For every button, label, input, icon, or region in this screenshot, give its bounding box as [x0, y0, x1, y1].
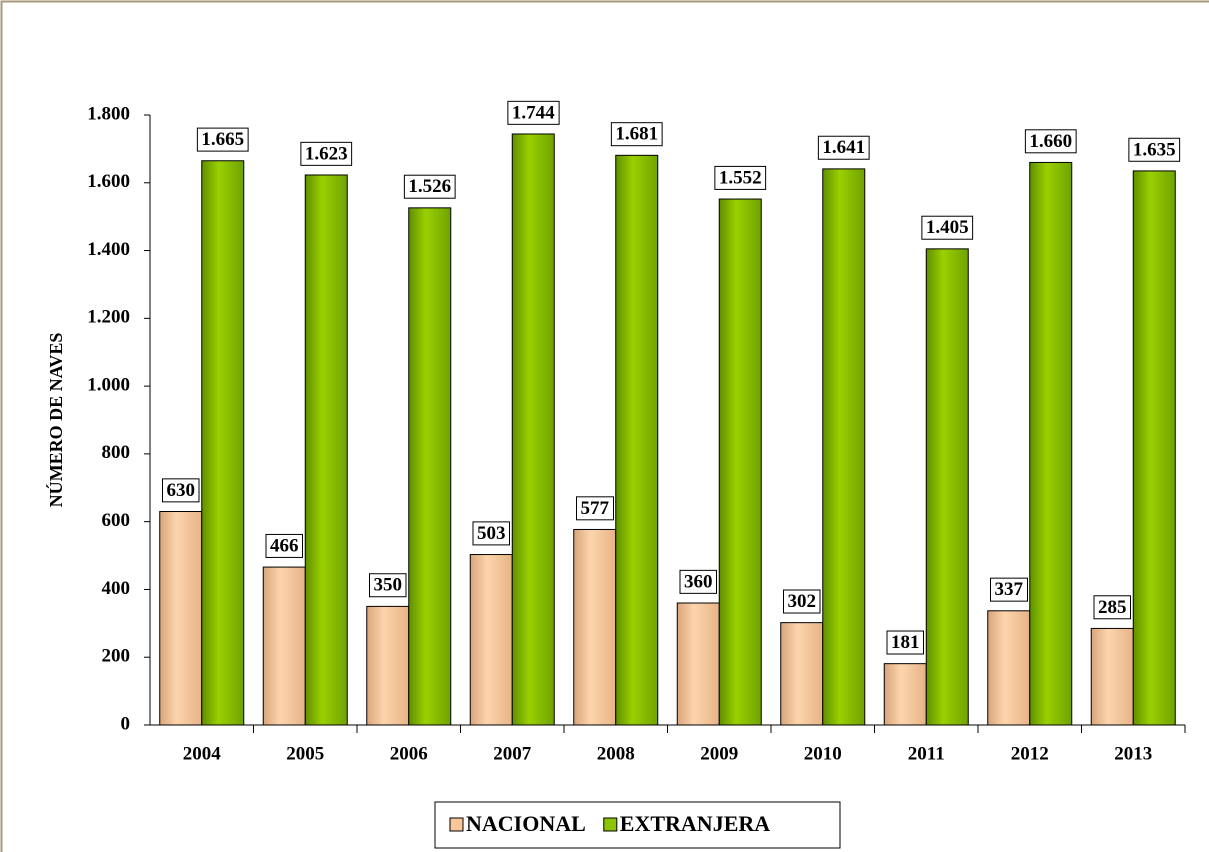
bar	[1132, 170, 1176, 726]
label-box	[162, 478, 200, 503]
legend-label: NACIONAL	[466, 811, 586, 836]
label-box	[1128, 137, 1181, 162]
bar	[883, 663, 927, 726]
x-tick-label: 2013	[1114, 743, 1152, 764]
label-box	[507, 100, 560, 125]
bar	[676, 602, 720, 726]
x-tick-label: 2008	[597, 743, 635, 764]
bar	[718, 198, 762, 726]
bar	[262, 566, 306, 726]
bar	[304, 174, 348, 726]
label-box	[1024, 129, 1077, 154]
x-tick-label: 2006	[390, 743, 428, 764]
data-label: 337	[995, 579, 1024, 600]
bar	[987, 610, 1031, 726]
data-label: 1.660	[1029, 131, 1072, 152]
bar	[822, 168, 866, 726]
x-tick-label: 2010	[804, 743, 842, 764]
data-label: 350	[374, 575, 403, 596]
bar	[511, 133, 555, 726]
data-label: 1.623	[305, 143, 348, 164]
label-box	[1093, 595, 1131, 620]
bar	[1029, 161, 1073, 726]
data-label: 1.744	[512, 102, 555, 123]
bar	[469, 554, 513, 726]
label-box	[265, 533, 303, 558]
y-tick-label: 400	[102, 578, 131, 599]
label-box	[610, 122, 663, 147]
bar	[1090, 627, 1134, 726]
bar	[408, 207, 452, 726]
label-box	[369, 573, 407, 598]
y-tick-label: 1.200	[87, 307, 130, 328]
data-label: 1.552	[719, 167, 762, 188]
legend-swatch	[449, 817, 464, 832]
label-box	[783, 589, 821, 614]
label-box	[300, 141, 353, 166]
data-label: 360	[684, 571, 713, 592]
data-label: 285	[1098, 597, 1127, 618]
label-box	[714, 165, 767, 190]
bar	[925, 248, 969, 726]
bar	[615, 154, 659, 726]
label-box	[472, 521, 510, 546]
y-tick-label: 600	[102, 510, 131, 531]
bar	[366, 605, 410, 726]
label-box	[921, 215, 974, 240]
data-label: 302	[788, 591, 817, 612]
label-box	[990, 577, 1028, 602]
data-label: 1.641	[822, 137, 865, 158]
x-tick-label: 2004	[183, 743, 222, 764]
x-tick-label: 2005	[286, 743, 324, 764]
label-box	[817, 135, 870, 160]
label-box	[196, 127, 249, 152]
y-axis-label: NÚMERO DE NAVES	[45, 333, 66, 508]
y-tick-label: 1.400	[87, 239, 130, 260]
legend-label: EXTRANJERA	[620, 811, 770, 836]
bar	[201, 160, 245, 726]
x-tick-label: 2012	[1011, 743, 1049, 764]
y-tick-label: 1.000	[87, 374, 130, 395]
data-label: 181	[891, 632, 920, 653]
data-label: 577	[581, 498, 610, 519]
label-box	[886, 630, 924, 655]
data-label: 466	[270, 535, 299, 556]
label-box	[576, 496, 614, 521]
data-label: 630	[167, 480, 196, 501]
y-tick-label: 800	[102, 442, 131, 463]
label-box	[679, 569, 717, 594]
legend	[434, 801, 841, 849]
x-tick-label: 2007	[493, 743, 532, 764]
y-tick-label: 1.600	[87, 171, 130, 192]
data-label: 1.405	[926, 217, 969, 238]
data-label: 1.681	[615, 124, 658, 145]
x-tick-label: 2011	[908, 743, 945, 764]
y-tick-label: 0	[121, 713, 131, 734]
data-label: 503	[477, 523, 506, 544]
data-label: 1.526	[408, 176, 451, 197]
data-label: 1.665	[201, 129, 244, 150]
bar	[573, 528, 617, 726]
legend-swatch	[603, 817, 618, 832]
x-tick-label: 2009	[700, 743, 738, 764]
y-tick-label: 200	[102, 646, 131, 667]
y-tick-label: 1.800	[87, 103, 130, 124]
data-label: 1.635	[1133, 139, 1176, 160]
label-box	[403, 174, 456, 199]
bar	[159, 511, 203, 726]
bar	[780, 622, 824, 726]
